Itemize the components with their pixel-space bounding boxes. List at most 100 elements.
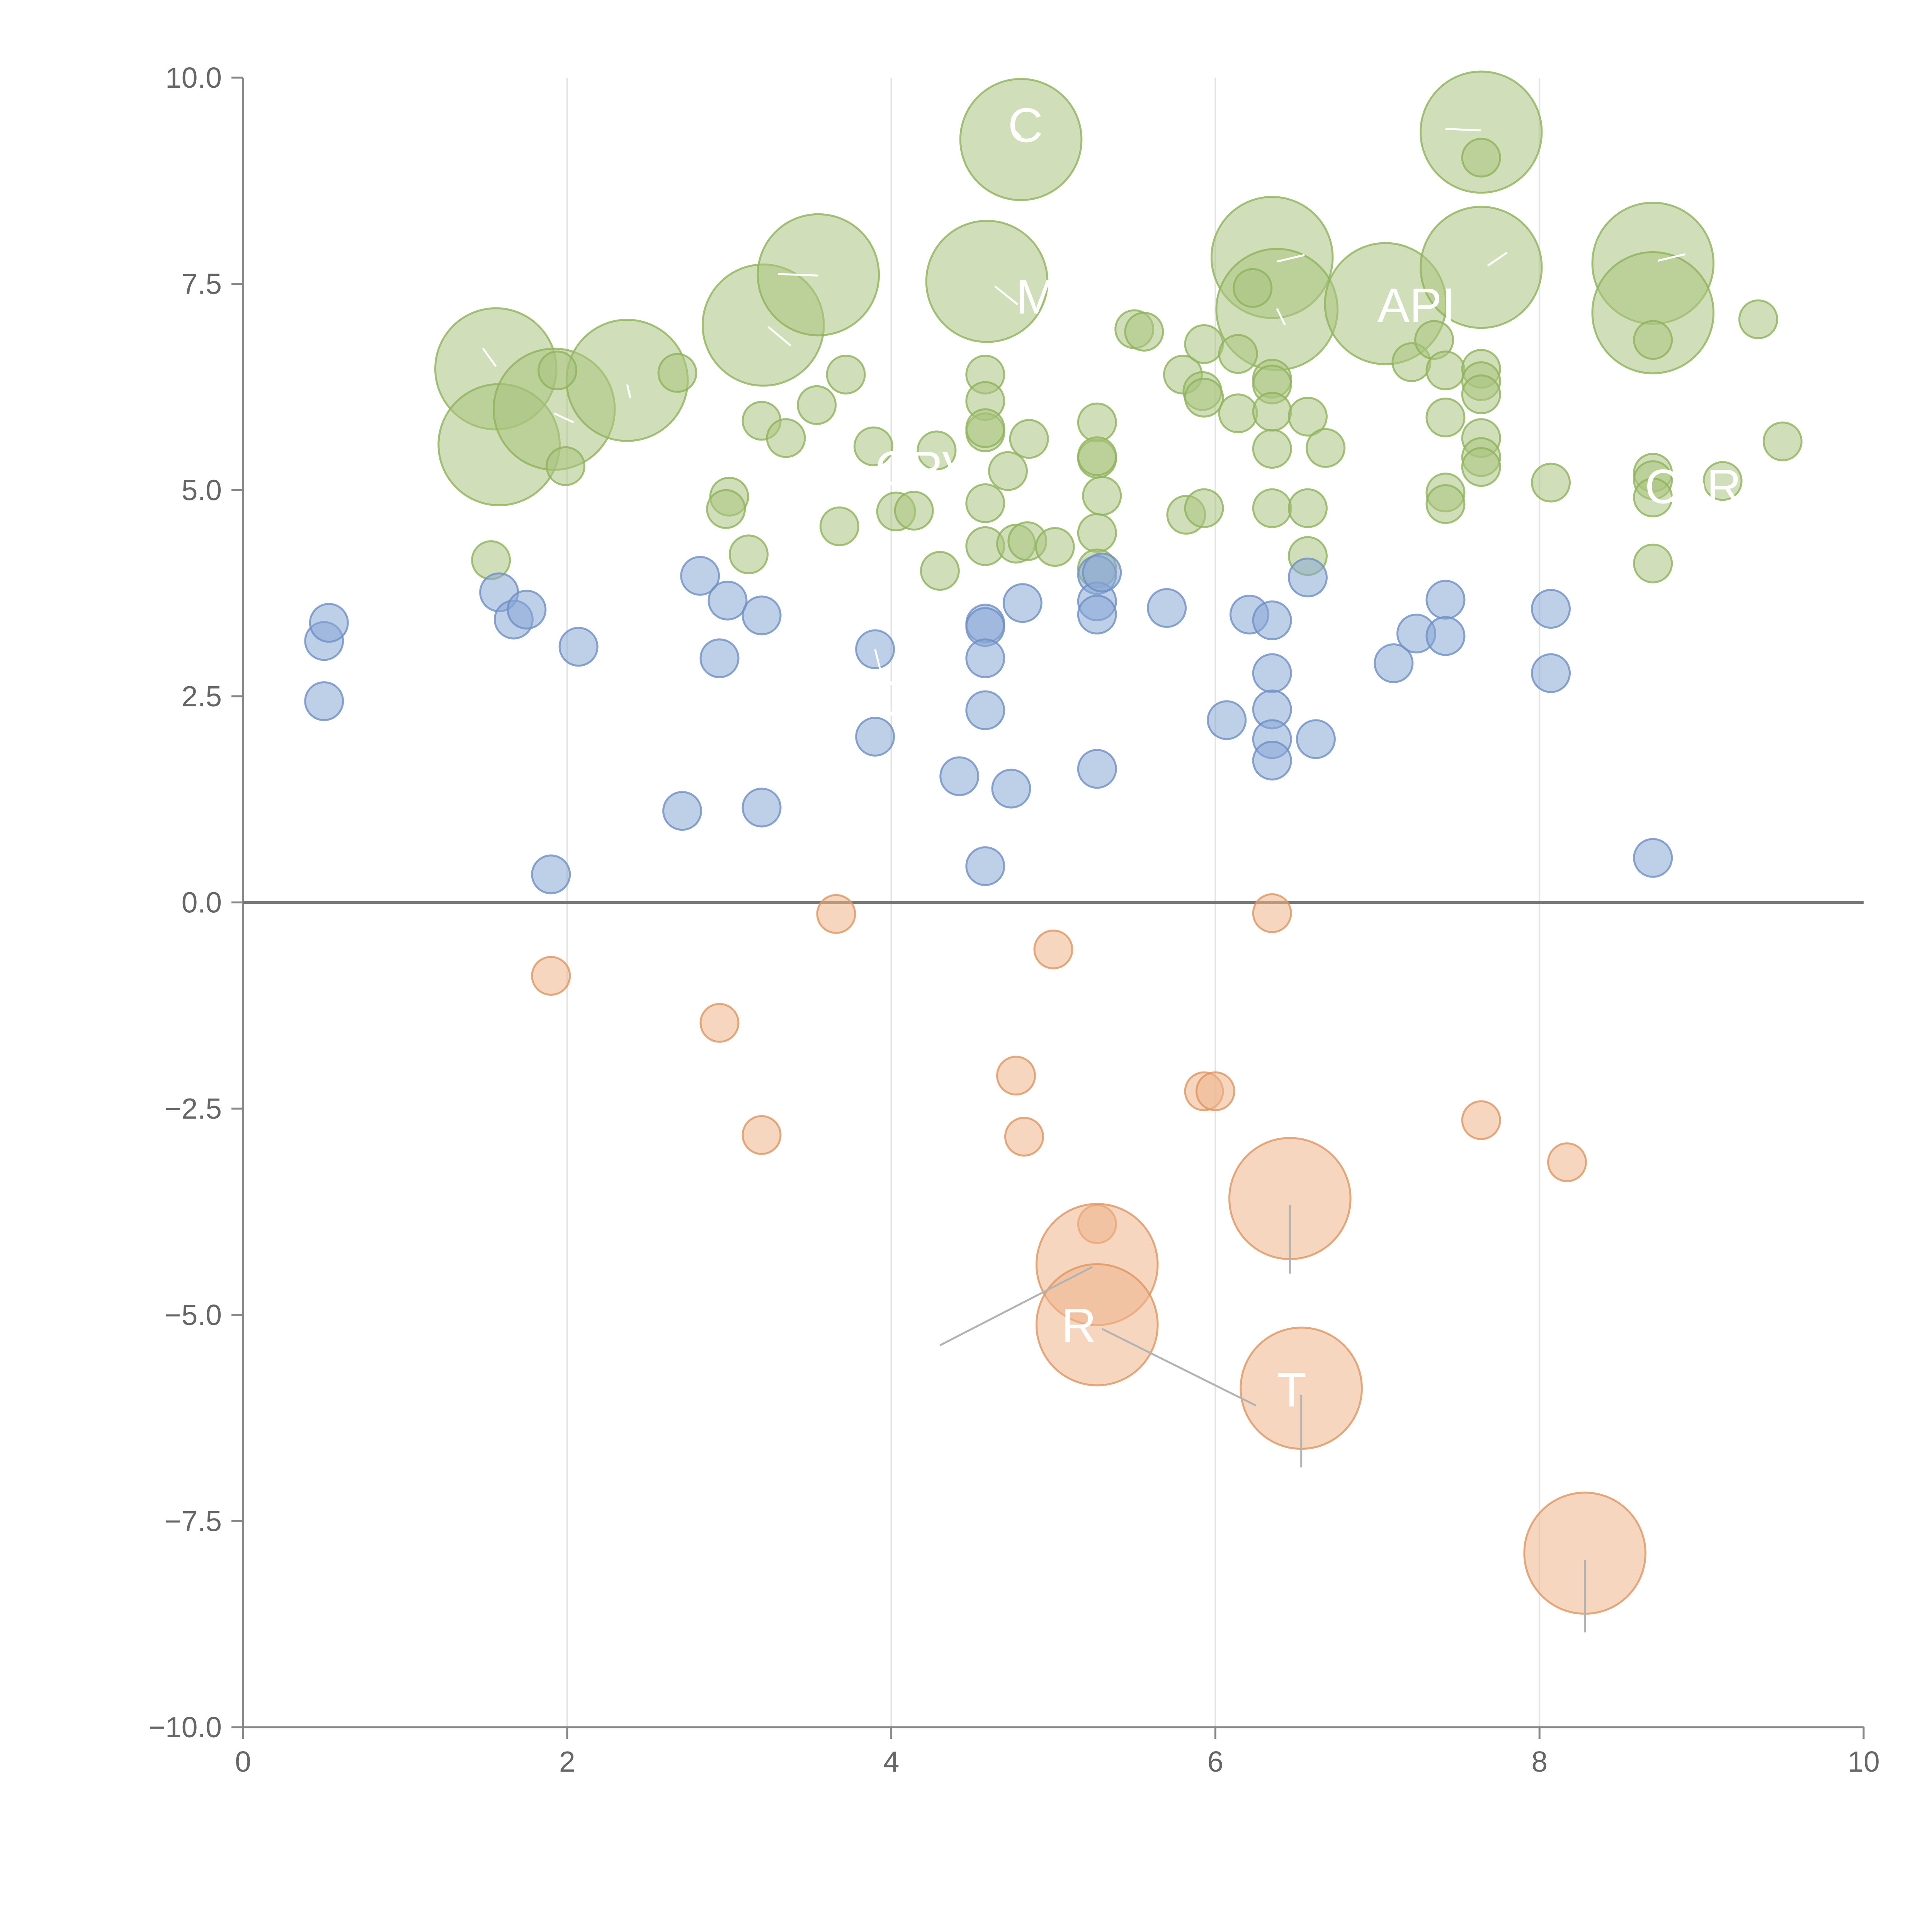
leader-line <box>777 273 818 277</box>
data-point-high <box>853 426 893 466</box>
axes: 10.0 7.5 5.0 2.5 0.0 −2.5 −5.0 −7.5 −10.0 0 2 4 6 8 10 <box>148 61 1880 1778</box>
data-point-high <box>959 78 1083 201</box>
data-point-mid <box>1077 595 1117 635</box>
data-point-mid <box>1531 589 1571 629</box>
annotation-labels: R T API M C CPV CR CoR <box>875 99 1742 1417</box>
data-point-high <box>1633 543 1673 583</box>
data-point-high <box>1419 206 1543 329</box>
leader-line <box>554 412 574 423</box>
data-point-high <box>1633 477 1673 517</box>
data-point-mid <box>1425 580 1466 620</box>
data-point-high <box>1082 476 1122 516</box>
y-tick-label: −10.0 <box>148 1711 222 1743</box>
data-point-mid <box>965 690 1005 730</box>
data-point-mid <box>1252 740 1292 781</box>
data-point-mid <box>1252 600 1292 641</box>
y-tick-label: 5.0 <box>182 474 222 506</box>
data-point-high <box>965 408 1005 448</box>
data-point-high <box>917 430 957 471</box>
data-point-high <box>1252 391 1292 432</box>
data-point-mid <box>1252 653 1292 693</box>
data-point-high <box>1035 527 1075 567</box>
data-point-low <box>1035 1263 1159 1386</box>
point-label: CR <box>875 672 945 726</box>
point-label: CoR <box>1645 460 1742 514</box>
data-point-high <box>894 491 934 531</box>
data-point-high <box>826 354 866 395</box>
data-point-mid <box>855 716 895 757</box>
data-point-high <box>1591 251 1715 374</box>
data-point-high <box>1218 393 1258 434</box>
data-point-high <box>1461 447 1501 487</box>
data-point-low <box>1004 1117 1044 1157</box>
y-tick-label: 7.5 <box>182 268 222 300</box>
y-tick-label: −7.5 <box>165 1505 222 1537</box>
data-point-high <box>1077 436 1117 476</box>
data-point-mid <box>309 603 349 643</box>
data-point-mid <box>991 769 1031 809</box>
point-label: API <box>1378 279 1455 332</box>
y-tick-label: 10.0 <box>165 61 222 94</box>
data-point-high <box>1287 396 1328 437</box>
data-point-mid <box>1633 838 1673 878</box>
data-point-high <box>1287 488 1328 528</box>
data-point-high <box>1252 488 1292 528</box>
data-point-high <box>1077 402 1117 442</box>
data-point-high <box>766 418 806 458</box>
x-tick-label: 8 <box>1531 1745 1548 1778</box>
x-tick-label: 10 <box>1847 1745 1879 1778</box>
data-point-high <box>1425 350 1466 391</box>
data-point-mid <box>742 787 782 828</box>
leader-line <box>626 384 631 398</box>
data-point-high <box>1425 484 1466 524</box>
data-point-high <box>1184 378 1224 418</box>
data-point-mid <box>1296 719 1336 759</box>
data-point-high <box>988 451 1028 491</box>
data-point-high <box>546 446 586 486</box>
data-point-mid <box>707 580 748 621</box>
leader-line <box>767 326 792 347</box>
data-point-mid <box>1147 588 1187 628</box>
data-point-mid <box>1531 653 1571 693</box>
data-point-low <box>816 894 856 934</box>
data-point-mid <box>742 595 782 636</box>
data-point-low <box>1547 1142 1587 1182</box>
data-point-high <box>1425 397 1466 437</box>
data-point-mid <box>1287 558 1328 598</box>
data-point-high <box>706 489 746 529</box>
annotation-leaders <box>482 126 1686 1633</box>
point-label: M <box>1016 270 1056 324</box>
leader-line <box>482 347 497 367</box>
data-point-high <box>1762 421 1803 461</box>
data-point-mid <box>662 791 702 831</box>
data-point-mid <box>531 854 571 895</box>
leader-line <box>1276 308 1286 326</box>
data-point-mid <box>304 681 344 721</box>
leader-line <box>1010 126 1022 138</box>
leader-line <box>1657 253 1686 262</box>
data-point-mid <box>965 638 1005 679</box>
data-point-low <box>996 1056 1036 1096</box>
data-point-high <box>1738 299 1778 339</box>
data-point-mid <box>1425 616 1466 656</box>
x-tick-label: 4 <box>883 1745 900 1778</box>
data-point-high <box>797 385 837 425</box>
leader-line <box>874 649 884 682</box>
y-tick-label: −5.0 <box>165 1299 222 1331</box>
data-point-low <box>1252 893 1292 933</box>
x-tick-label: 2 <box>559 1745 575 1778</box>
data-point-low <box>742 1115 782 1155</box>
data-point-high <box>729 534 769 575</box>
data-point-low <box>1033 929 1073 969</box>
data-point-high <box>920 551 960 591</box>
data-point-mid <box>1082 553 1122 593</box>
data-point-high <box>1306 428 1346 468</box>
point-label: CPV <box>875 442 975 496</box>
data-point-high <box>1252 429 1292 469</box>
leader-line <box>1101 1328 1257 1406</box>
x-tick-label: 0 <box>235 1745 251 1778</box>
leader-line <box>994 286 1019 305</box>
data-point-high <box>1702 461 1743 501</box>
data-point-high <box>537 350 578 391</box>
